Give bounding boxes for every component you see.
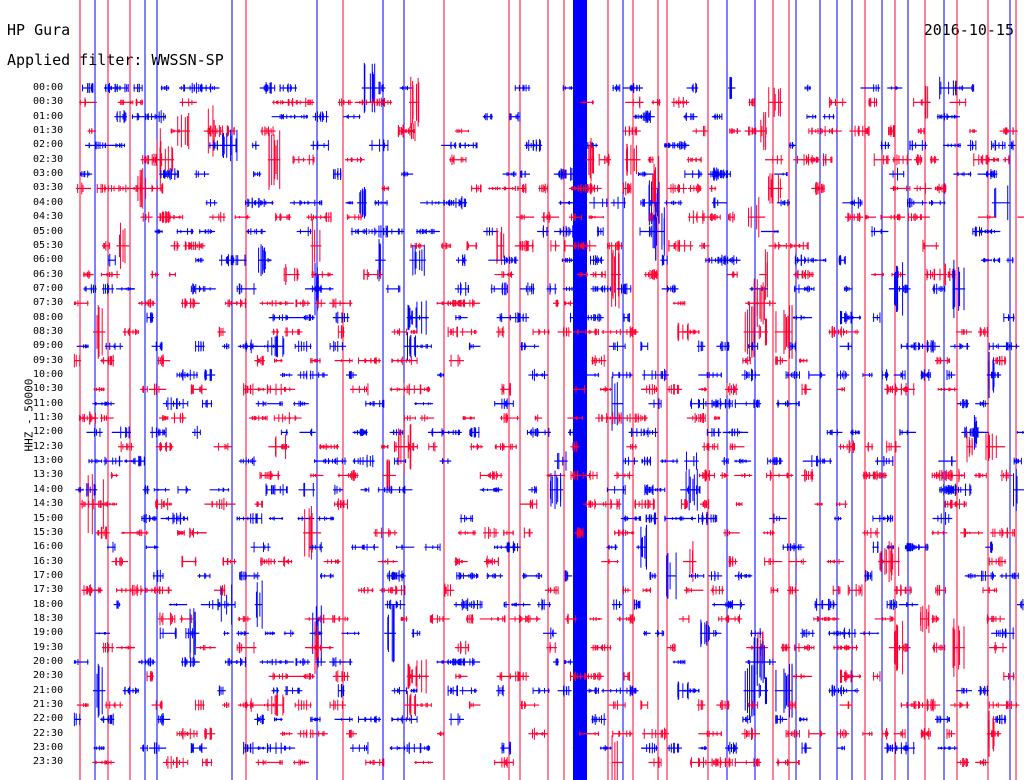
time-label: 19:00 [33, 627, 64, 639]
time-label: 22:00 [33, 713, 64, 725]
time-label: 06:30 [33, 268, 64, 280]
time-label: 17:30 [33, 584, 64, 596]
time-label: 16:30 [33, 555, 64, 567]
time-label: 18:30 [33, 612, 64, 624]
time-label: 00:30 [33, 96, 64, 108]
date-label: 2016-10-15 [923, 21, 1014, 39]
time-label: 08:00 [33, 311, 64, 323]
time-label: 09:30 [33, 354, 64, 366]
time-label: 11:30 [33, 412, 64, 424]
time-label: 20:00 [33, 656, 64, 667]
time-label: 08:30 [33, 325, 64, 337]
time-label: 09:00 [33, 340, 64, 352]
time-label: 23:00 [33, 742, 64, 754]
time-label: 21:00 [33, 684, 64, 696]
time-label: 14:30 [33, 498, 64, 510]
time-label: 06:00 [33, 254, 64, 266]
time-label: 03:30 [33, 182, 64, 194]
time-label: 14:00 [33, 483, 64, 495]
time-label: 10:30 [33, 383, 64, 395]
time-label: 15:30 [33, 526, 64, 538]
saturated-trace [573, 0, 587, 780]
time-label: 18:00 [33, 598, 64, 610]
filter-label: Applied filter: WWSSN-SP [7, 51, 224, 69]
time-label: 01:30 [33, 125, 64, 137]
time-label: 20:30 [33, 670, 64, 682]
time-label: 03:00 [33, 168, 64, 180]
time-label: 12:00 [33, 426, 64, 438]
time-label: 05:30 [33, 239, 64, 251]
time-label: 12:30 [33, 440, 64, 452]
time-label: 02:30 [33, 153, 64, 165]
time-label: 07:00 [33, 282, 64, 294]
time-labels: 00:00 00:30 01:00 01:30 02:00 02:30 03:00 03:30… [0, 0, 70, 780]
time-label: 10:00 [33, 369, 64, 380]
time-label: 21:30 [33, 699, 64, 711]
time-label: 02:00 [33, 139, 64, 151]
time-label: 01:00 [33, 110, 64, 122]
time-label: 23:30 [33, 756, 64, 768]
time-label: 04:00 [33, 196, 64, 208]
time-label: 15:00 [33, 512, 64, 524]
time-label: 17:00 [33, 569, 64, 581]
time-label: 19:30 [33, 641, 64, 653]
time-label: 11:00 [33, 397, 64, 409]
time-label: 13:00 [33, 455, 64, 467]
time-label: 05:00 [33, 225, 64, 237]
time-label: 07:30 [33, 297, 64, 309]
time-label: 00:00 [33, 82, 64, 93]
station-title: HP Gura [7, 21, 71, 39]
time-label: 04:30 [33, 211, 64, 223]
time-label: 13:30 [33, 469, 64, 481]
time-label: 16:00 [33, 541, 64, 553]
time-label: 22:30 [33, 727, 64, 739]
